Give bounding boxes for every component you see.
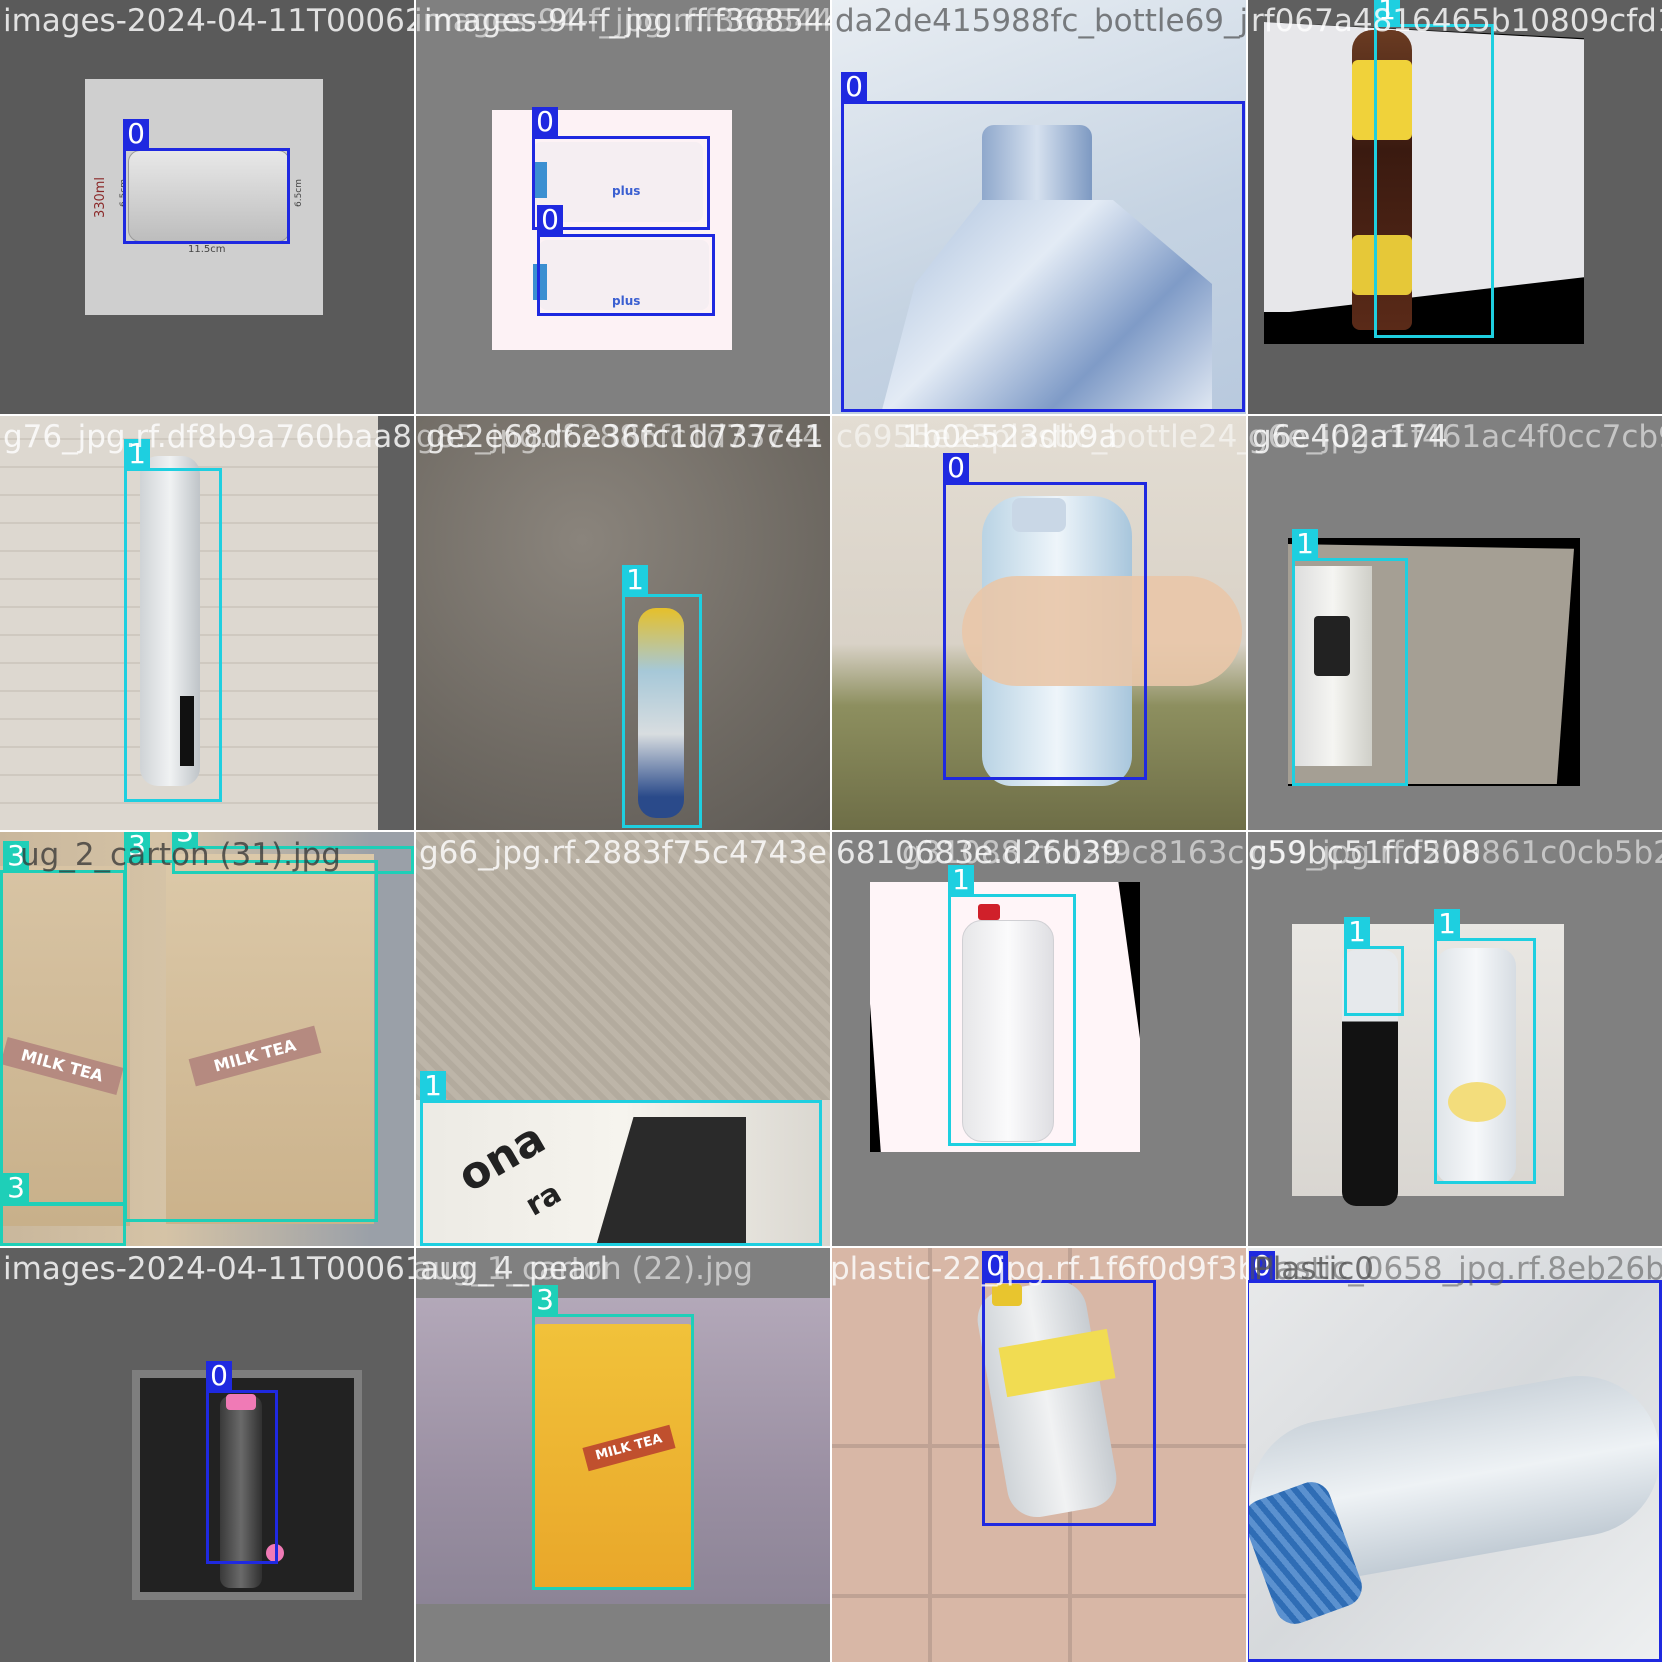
tile-6: 1 g85_jpg.rf.2886fc1d737c4 ge2e68d6e36fc… xyxy=(416,416,830,830)
tile-12: 1 1 c59_jpg.rf.f2b0861c0cb5b23c g59bc51f… xyxy=(1248,832,1662,1246)
class-label: 0 xyxy=(943,453,969,483)
filename-label: images-2024-04-11T000622-892.jpeg xyxy=(3,3,414,39)
bottle-cap xyxy=(533,264,547,300)
jar-shape xyxy=(128,150,290,242)
bottle-shape xyxy=(1342,950,1398,1206)
photo-text: 6.5cm xyxy=(294,178,305,208)
tile-4: 1 rf067a4816465b10809cfd1a xyxy=(1248,0,1662,414)
tile-1: 330ml 6.5cm 6.5cm 11.5cm 0 images-2024-0… xyxy=(0,0,414,414)
class-label: 3 xyxy=(172,832,198,847)
filename-label: images-94-f_jpg.rf.f3685442 xyxy=(416,3,830,39)
bottle-cap xyxy=(978,904,1000,920)
bbox-class-1: 1 xyxy=(622,565,702,828)
class-label: 0 xyxy=(537,205,563,235)
class-label: 0 xyxy=(841,72,867,102)
class-label: 3 xyxy=(3,1173,29,1203)
bottle-cap xyxy=(533,162,547,198)
tile-5: 1 g76_jpg.rf.df8b9a760baa8b0 xyxy=(0,416,414,830)
bottle-shape xyxy=(638,608,684,818)
class-label: 0 xyxy=(206,1361,232,1391)
class-label: 1 xyxy=(1292,529,1318,559)
bbox-class-1: 1 xyxy=(1434,909,1536,1184)
class-label: 0 xyxy=(1249,1251,1275,1281)
bottle-label xyxy=(180,696,194,766)
tile-2: plus plus 0 0 images-94-f_jpg.rf.f368544… xyxy=(416,0,830,414)
bbox-class-3: 3 xyxy=(172,832,414,874)
tile-9: MILK TEA MILK TEA 3 3 3 3 ug_2_carton (3… xyxy=(0,832,414,1246)
bottle-shape xyxy=(962,920,1054,1142)
filename-label: c59_jpg.rf.f2b0861c0cb5b23c xyxy=(1250,835,1662,871)
bbox-class-1: 1 xyxy=(948,865,1076,1146)
filename-label: g59bc51f.d508 xyxy=(1248,835,1481,871)
tile-16: 0 Plastic_0658_jpg.rf.8eb26b6 Plastic0 xyxy=(1248,1248,1662,1662)
filename-label: aug_4_pearl xyxy=(420,1251,609,1287)
tile-8: 1 g6e_jpg.rf.f461ac4f0cc7cb9a g6e402a174 xyxy=(1248,416,1662,830)
bottle-shape xyxy=(1436,948,1516,1184)
filename-label: g6e402a174 xyxy=(1252,419,1448,455)
tile-photo xyxy=(1292,924,1564,1196)
bbox-class-0: 0 xyxy=(943,453,1147,780)
bbox-class-0: 0 xyxy=(537,205,715,316)
class-label: 3 xyxy=(124,832,150,861)
tile-11: 1 g31088.rf.d2f9c8163c04f3 6810683e.d26b… xyxy=(832,832,1246,1246)
bbox-class-1: 1 xyxy=(420,1071,822,1246)
class-label: 1 xyxy=(1374,0,1400,25)
bbox-class-3: 3 xyxy=(532,1285,694,1590)
class-label: 3 xyxy=(532,1285,558,1315)
bottle-cap xyxy=(1012,498,1066,532)
lemon-slice xyxy=(1448,1082,1506,1122)
bbox-class-0: 0 xyxy=(982,1251,1156,1526)
filename-label: images-94-f_jpg.rf.f3685442 xyxy=(424,3,830,39)
bottle-cap xyxy=(226,1394,256,1410)
bbox-class-0: 0 xyxy=(532,107,710,230)
tile-13: 0 images-2024-04-11T000611-307.jpeg xyxy=(0,1248,414,1662)
filename-label: aug_1_carton (22).jpg xyxy=(416,1251,753,1287)
photo-text: 11.5cm xyxy=(188,244,226,255)
tile-14: MILK TEA 3 aug_1_carton (22).jpg aug_4_p… xyxy=(416,1248,830,1662)
class-label: 1 xyxy=(622,565,648,595)
tile-photo xyxy=(1264,22,1584,312)
class-label: 3 xyxy=(3,841,29,871)
bbox-class-1: 1 xyxy=(124,439,222,802)
bbox-class-1: 1 xyxy=(1374,0,1494,338)
photo-text: 330ml xyxy=(93,176,109,219)
bottle-cap xyxy=(992,1284,1022,1306)
bottle-label xyxy=(1314,616,1350,676)
hand-shape xyxy=(962,576,1242,686)
class-label: 1 xyxy=(1344,917,1370,947)
bbox-class-3: 3 xyxy=(124,832,378,1222)
class-label: 0 xyxy=(982,1251,1008,1281)
bbox-class-3: 3 xyxy=(0,841,126,1206)
class-label: 1 xyxy=(124,439,150,469)
filename-label: images-2024-04-11T000611-307.jpeg xyxy=(3,1251,414,1287)
tile-7: 0 c6955e23plastic_bottle24_jpg 1b0e523db… xyxy=(832,416,1246,830)
bottle-label xyxy=(1352,235,1412,295)
class-label: 1 xyxy=(420,1071,446,1101)
class-label: 0 xyxy=(123,119,149,149)
class-label: 0 xyxy=(532,107,558,137)
photo-text: plus xyxy=(612,184,641,198)
tile-15: 0 plastic-22_jpg.rf.1f6f0d9f3b5510a0878 xyxy=(832,1248,1246,1662)
bbox-class-0: 0 xyxy=(123,119,290,244)
bbox-class-0: 0 xyxy=(1248,1251,1662,1662)
bottle-shape xyxy=(220,1396,262,1588)
bottle-shape xyxy=(982,125,1092,205)
photo-text: plus xyxy=(612,294,641,308)
class-label: 1 xyxy=(948,865,974,895)
bottle-label xyxy=(1352,60,1412,140)
bbox-class-1: 1 xyxy=(1292,529,1408,786)
class-label: 1 xyxy=(1434,909,1460,939)
filename-label: g6e_jpg.rf.f461ac4f0cc7cb9a xyxy=(1248,419,1662,455)
tile-3: 0 da2de415988fc_bottle69_jpg xyxy=(832,0,1246,414)
tile-10: ona ra 1 g66_jpg.rf.2883f75c4743eb8 xyxy=(416,832,830,1246)
bbox-class-0: 0 xyxy=(206,1361,278,1564)
bbox-class-3: 3 xyxy=(0,1173,126,1246)
bottle-shape xyxy=(539,240,709,310)
bbox-class-0: 0 xyxy=(841,72,1245,412)
filename-label: 6810683e.d26b39 xyxy=(836,835,1122,871)
bbox-class-1: 1 xyxy=(1344,917,1404,1016)
